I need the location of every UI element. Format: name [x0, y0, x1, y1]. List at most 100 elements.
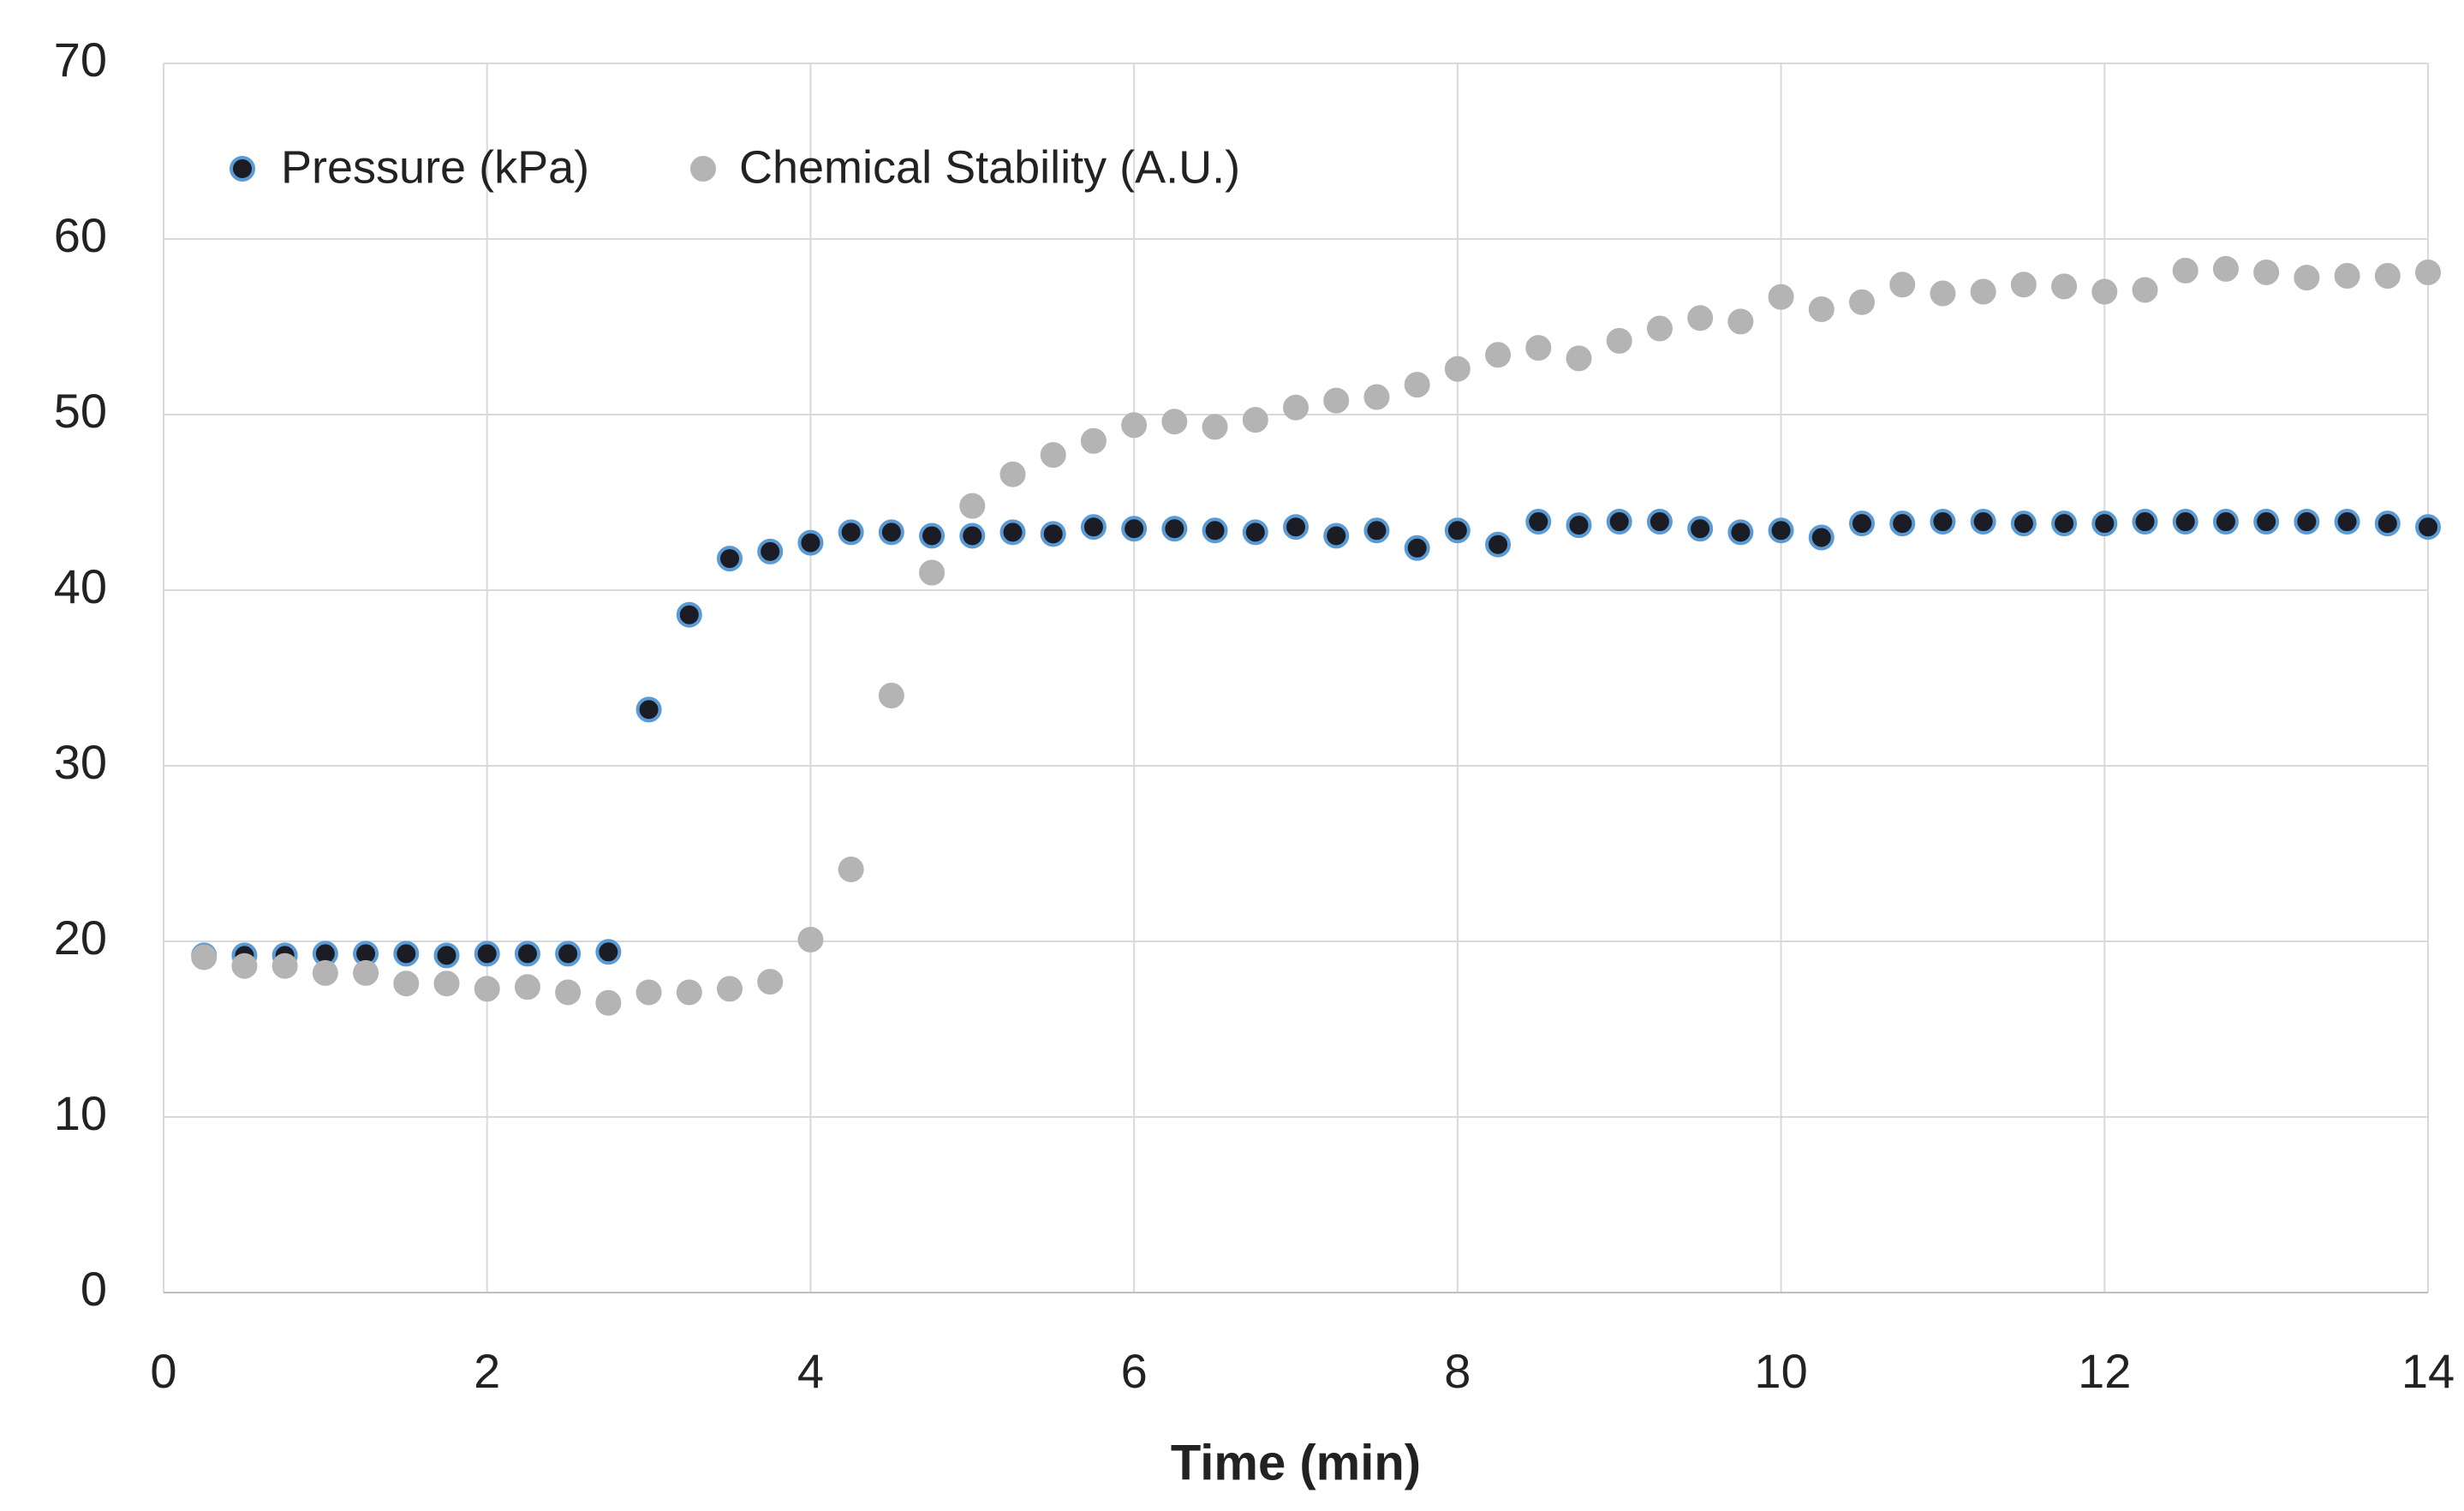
- legend-marker: [230, 156, 255, 182]
- data-point: [1889, 511, 1916, 537]
- x-tick-label: 10: [1754, 1344, 1807, 1398]
- data-point: [635, 979, 662, 1006]
- data-point: [1404, 372, 1430, 398]
- data-point: [2294, 509, 2320, 535]
- data-point: [1242, 407, 1268, 433]
- data-point: [433, 971, 460, 997]
- data-point: [1080, 514, 1107, 540]
- data-point: [838, 519, 864, 546]
- y-tick-label: 70: [54, 33, 107, 87]
- data-point: [1404, 535, 1430, 561]
- data-point: [1889, 272, 1916, 298]
- x-tick-label: 14: [2401, 1344, 2455, 1398]
- data-point: [191, 944, 218, 971]
- data-point: [1970, 278, 1996, 305]
- data-point: [2010, 272, 2037, 298]
- data-point: [2212, 255, 2239, 282]
- data-point: [1566, 345, 1592, 372]
- data-point: [1849, 511, 1875, 537]
- data-point: [1363, 384, 1390, 410]
- data-point: [393, 941, 420, 967]
- data-point: [393, 971, 420, 997]
- data-point: [717, 546, 743, 572]
- data-point: [1687, 305, 1714, 331]
- data-point: [1283, 394, 1309, 421]
- y-tick-label: 60: [54, 208, 107, 262]
- y-tick-label: 0: [81, 1262, 107, 1316]
- x-tick-label: 0: [150, 1344, 176, 1398]
- data-point: [353, 959, 379, 986]
- data-point: [757, 969, 784, 995]
- data-point: [1727, 308, 1754, 335]
- data-point: [797, 529, 824, 556]
- data-point: [2010, 511, 2037, 537]
- data-point: [2172, 257, 2199, 284]
- data-point: [1606, 327, 1632, 354]
- data-point: [1646, 509, 1673, 535]
- data-point: [2091, 511, 2118, 537]
- legend-label: Pressure (kPa): [281, 141, 589, 193]
- data-point: [797, 926, 824, 953]
- data-point: [1323, 523, 1350, 549]
- data-point: [676, 601, 702, 628]
- data-point: [1485, 531, 1512, 558]
- data-point: [2415, 259, 2441, 285]
- data-point: [1121, 516, 1148, 542]
- data-point: [959, 523, 986, 549]
- x-axis-title: Time (min): [1171, 1435, 1421, 1490]
- data-point: [1444, 355, 1471, 382]
- data-point: [1768, 517, 1794, 544]
- data-point: [2132, 277, 2158, 303]
- x-tick-label: 2: [474, 1344, 500, 1398]
- data-point: [838, 856, 864, 882]
- data-point: [878, 683, 904, 708]
- x-tick-label: 12: [2078, 1344, 2131, 1398]
- data-point: [1727, 519, 1754, 546]
- data-point: [1606, 509, 1632, 535]
- y-tick-label: 20: [54, 911, 107, 965]
- legend-marker: [690, 156, 716, 182]
- data-point: [999, 519, 1026, 546]
- data-point: [1202, 414, 1228, 440]
- data-point: [1808, 296, 1835, 322]
- data-point: [433, 942, 460, 969]
- y-tick-label: 30: [54, 735, 107, 789]
- data-point: [1161, 516, 1188, 542]
- legend-label: Chemical Stability (A.U.): [739, 141, 1240, 193]
- x-tick-label: 8: [1444, 1344, 1471, 1398]
- y-tick-label: 10: [54, 1086, 107, 1140]
- data-point: [635, 696, 662, 723]
- data-point: [474, 976, 500, 1002]
- data-point: [2051, 511, 2078, 537]
- data-point: [1808, 524, 1835, 551]
- data-point: [2212, 509, 2239, 535]
- data-point: [1930, 280, 1956, 307]
- data-point: [271, 953, 298, 979]
- data-point: [2374, 511, 2401, 537]
- data-point: [2132, 509, 2158, 535]
- data-point: [1202, 517, 1228, 544]
- x-tick-label: 4: [797, 1344, 824, 1398]
- data-point: [1363, 517, 1390, 544]
- data-point: [474, 941, 500, 967]
- data-point: [555, 941, 582, 967]
- data-point: [2172, 509, 2199, 535]
- data-point: [2334, 509, 2360, 535]
- data-point: [717, 976, 743, 1002]
- data-point: [757, 538, 784, 564]
- data-point: [595, 989, 622, 1016]
- data-point: [2294, 265, 2320, 291]
- data-point: [1040, 521, 1066, 547]
- data-point: [919, 559, 946, 586]
- data-point: [1161, 409, 1188, 435]
- data-point: [2374, 263, 2401, 290]
- data-point: [1768, 284, 1794, 310]
- data-point: [1525, 509, 1552, 535]
- data-point: [2253, 509, 2280, 535]
- data-point: [555, 979, 582, 1006]
- x-tick-label: 6: [1121, 1344, 1148, 1398]
- data-point: [2091, 278, 2118, 305]
- data-point: [514, 941, 540, 967]
